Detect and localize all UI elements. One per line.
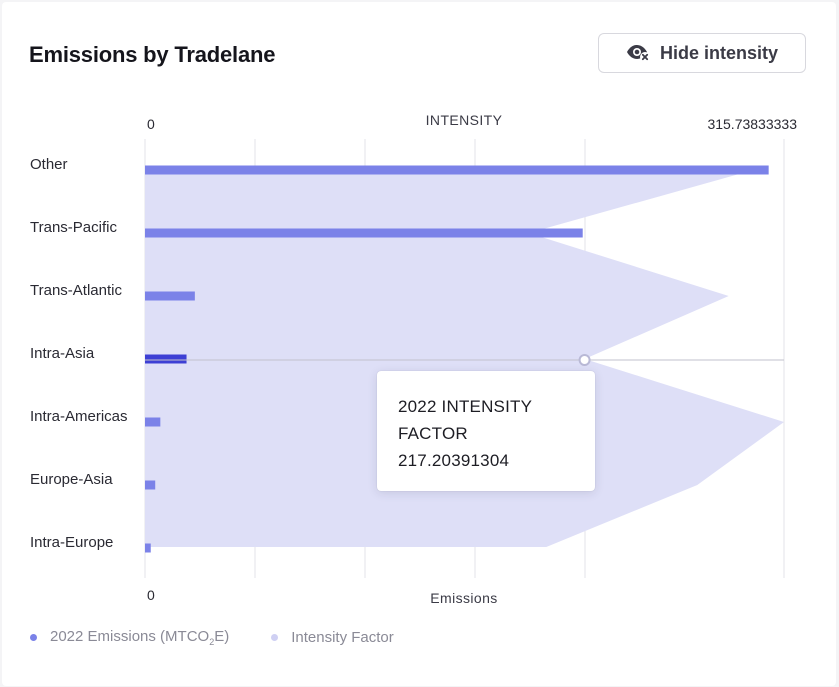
legend-label-emissions: 2022 Emissions (MTCO2E) (50, 628, 229, 647)
category-label-trans-atlantic: Trans-Atlantic (30, 282, 122, 299)
legend-item-intensity[interactable]: Intensity Factor (271, 629, 394, 646)
hover-point[interactable] (578, 354, 591, 366)
category-label-intra-americas: Intra-Americas (30, 408, 128, 425)
category-label-other: Other (30, 156, 68, 173)
legend-emissions-subscript: 2 (209, 637, 215, 647)
tooltip-value: 217.20391304 (398, 451, 510, 470)
legend-dot-intensity (271, 634, 279, 641)
legend-label-intensity: Intensity Factor (291, 629, 394, 646)
tooltip-title-line1: 2022 INTENSITY (398, 397, 533, 416)
category-labels: Other Trans-Pacific Trans-Atlantic Intra-As… (30, 156, 128, 551)
emission-bar-europe-asia[interactable] (145, 480, 156, 490)
hide-intensity-label: Hide intensity (659, 42, 779, 63)
legend-emissions-prefix: 2022 Emissions (MTCO (50, 628, 210, 645)
intensity-tooltip: 2022 INTENSITY FACTOR 217.20391304 (377, 371, 595, 491)
category-label-trans-pacific: Trans-Pacific (30, 219, 117, 236)
emission-bar-intra-europe[interactable] (145, 543, 151, 553)
top-axis-max-label: 315.73833333 (707, 116, 797, 132)
hide-intensity-button[interactable]: Hide intensity (598, 33, 806, 73)
emission-bar-trans-pacific[interactable] (145, 228, 583, 238)
top-axis-title: INTENSITY (426, 112, 503, 128)
category-label-europe-asia: Europe-Asia (30, 471, 113, 488)
tooltip-title-line2: FACTOR (398, 424, 468, 443)
chart-title: Emissions by Tradelane (29, 42, 276, 67)
bottom-axis-min-label: 0 (147, 587, 155, 603)
category-label-intra-asia: Intra-Asia (30, 345, 95, 362)
emission-bars (145, 165, 769, 553)
emission-bar-intra-asia[interactable] (145, 354, 187, 364)
chart-legend: 2022 Emissions (MTCO2E) Intensity Factor (30, 628, 436, 647)
legend-item-emissions[interactable]: 2022 Emissions (MTCO2E) (30, 628, 229, 647)
intensity-area-layer (145, 170, 784, 547)
top-axis-min-label: 0 (147, 116, 155, 132)
legend-dot-emissions (30, 634, 37, 641)
intensity-area (145, 170, 784, 547)
emission-bar-other[interactable] (145, 165, 769, 175)
bottom-axis-title: Emissions (430, 590, 497, 606)
category-label-intra-europe: Intra-Europe (30, 534, 113, 551)
eye-off-icon (626, 45, 650, 62)
emission-bar-trans-atlantic[interactable] (145, 291, 195, 301)
hover-layer (145, 354, 784, 366)
legend-emissions-suffix: E) (214, 628, 230, 645)
emission-bar-intra-americas[interactable] (145, 417, 161, 427)
